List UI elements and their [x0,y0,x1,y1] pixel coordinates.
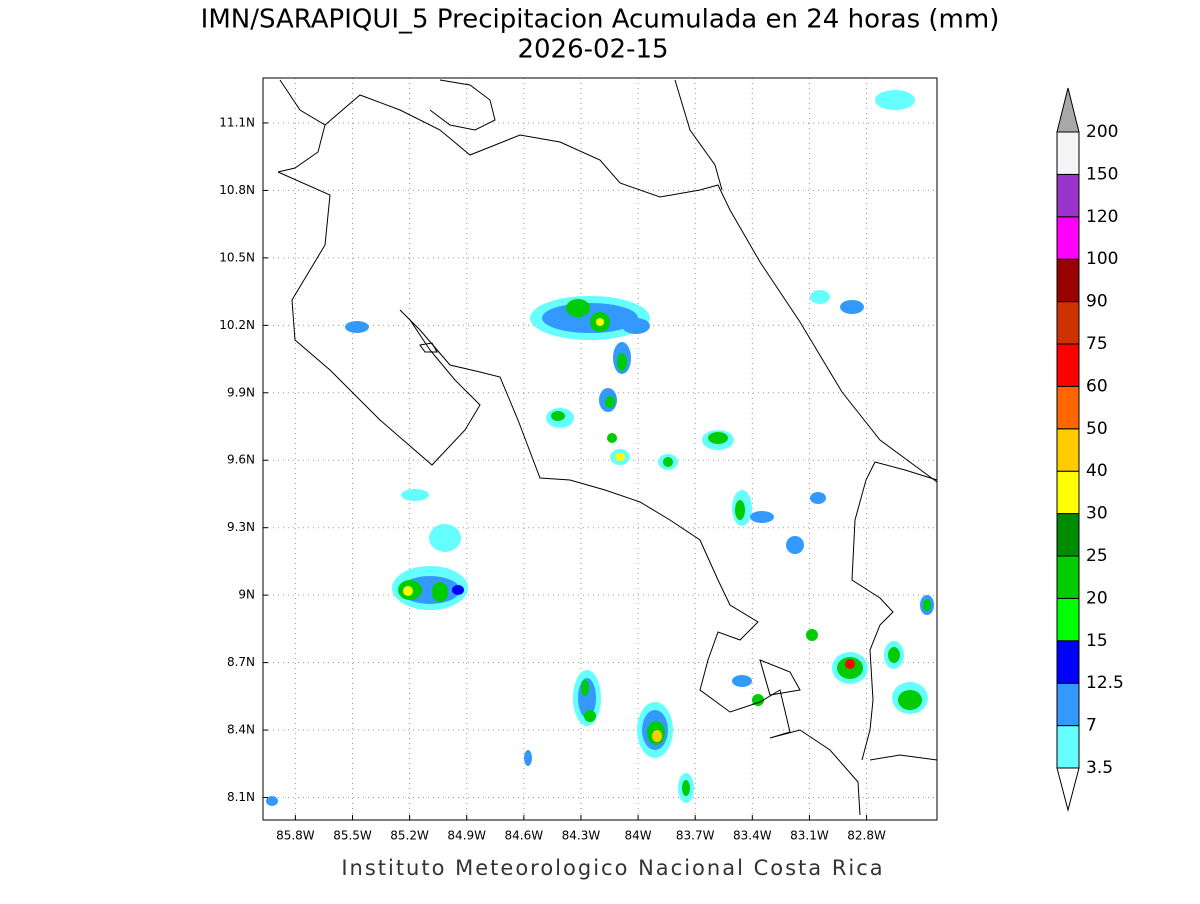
precip-area [392,566,468,610]
colorbar-label: 3.5 [1086,758,1113,778]
colorbar-box [1056,725,1080,769]
colorbar-label: 100 [1086,249,1118,269]
colorbar-label: 75 [1086,334,1108,354]
footer: Instituto Meteorologico Nacional Costa R… [341,856,884,880]
colorbar-label: 90 [1086,292,1108,312]
y-tick-label: 8.1N [227,790,255,804]
precip-area [266,90,915,806]
x-tick-label: 83.4W [733,829,772,843]
grid [263,78,937,820]
colorbar-label: 200 [1086,122,1118,142]
colorbar-box [1056,597,1080,642]
y-tick-label: 11.1N [219,115,255,129]
colorbar-box [1056,428,1080,472]
precip-area [530,296,650,374]
precip-area [637,702,673,758]
colorbar-box [1056,343,1080,387]
colorbar-label: 50 [1086,419,1108,439]
precip-area [573,670,601,726]
colorbar-over [1056,87,1080,133]
x-tick-label: 85.5W [333,829,372,843]
x-tick-label: 85.2W [390,829,429,843]
colorbar-box [1056,470,1080,515]
y-tick-label: 9.6N [227,453,255,467]
y-tick-label: 10.2N [219,318,255,332]
y-tick-label: 8.7N [227,655,255,669]
y-tick-label: 10.8N [219,183,255,197]
y-tick-label: 9.3N [227,520,255,534]
coastline [277,79,938,816]
colorbar-label: 60 [1086,376,1108,396]
x-tick-label: 85.8W [276,829,315,843]
colorbar-label: 25 [1086,546,1108,566]
colorbar-box [1056,131,1080,175]
colorbar-box [1056,301,1080,345]
colorbar-label: 30 [1086,504,1108,524]
colorbar-label: 12.5 [1086,673,1124,693]
colorbar-box [1056,385,1080,430]
colorbar-box [1056,258,1080,303]
axes: 85.8W 85.5W 85.2W 84.9W 84.6W 84.3W 84W 83.7W 83… [219,115,886,842]
colorbar-label: 15 [1086,631,1108,651]
colorbar-label: 7 [1086,716,1097,736]
x-tick-label: 83.1W [790,829,829,843]
colorbar-box [1056,555,1080,599]
precipitation [266,90,934,806]
colorbar-box [1056,513,1080,557]
title: IMN/SARAPIQUI_5 Precipitacion Acumulada … [201,5,1000,35]
x-tick-label: 84W [625,829,652,843]
x-tick-label: 84.3W [562,829,601,843]
colorbar-box [1056,173,1080,218]
colorbar-label: 150 [1086,164,1118,184]
precip-area [832,595,934,714]
y-tick-label: 8.4N [227,723,255,737]
y-tick-label: 9N [238,588,255,602]
x-tick-label: 84.6W [505,829,544,843]
x-tick-label: 83.7W [676,829,715,843]
colorbar-box [1056,216,1080,260]
colorbar-box [1056,640,1080,684]
colorbar-label: 40 [1086,461,1108,481]
colorbar: 3.5 7 12.5 15 20 25 30 40 50 60 75 90 100 120 150 200 [1056,87,1124,812]
map-frame [262,77,938,821]
colorbar-box [1056,682,1080,727]
y-tick-label: 9.9N [227,385,255,399]
colorbar-label: 120 [1086,207,1118,227]
y-tick-label: 10.5N [219,250,255,264]
x-tick-label: 82.8W [847,829,886,843]
subtitle: 2026-02-15 [517,35,668,65]
x-tick-label: 84.9W [447,829,486,843]
colorbar-under [1056,767,1080,812]
colorbar-label: 20 [1086,588,1108,608]
